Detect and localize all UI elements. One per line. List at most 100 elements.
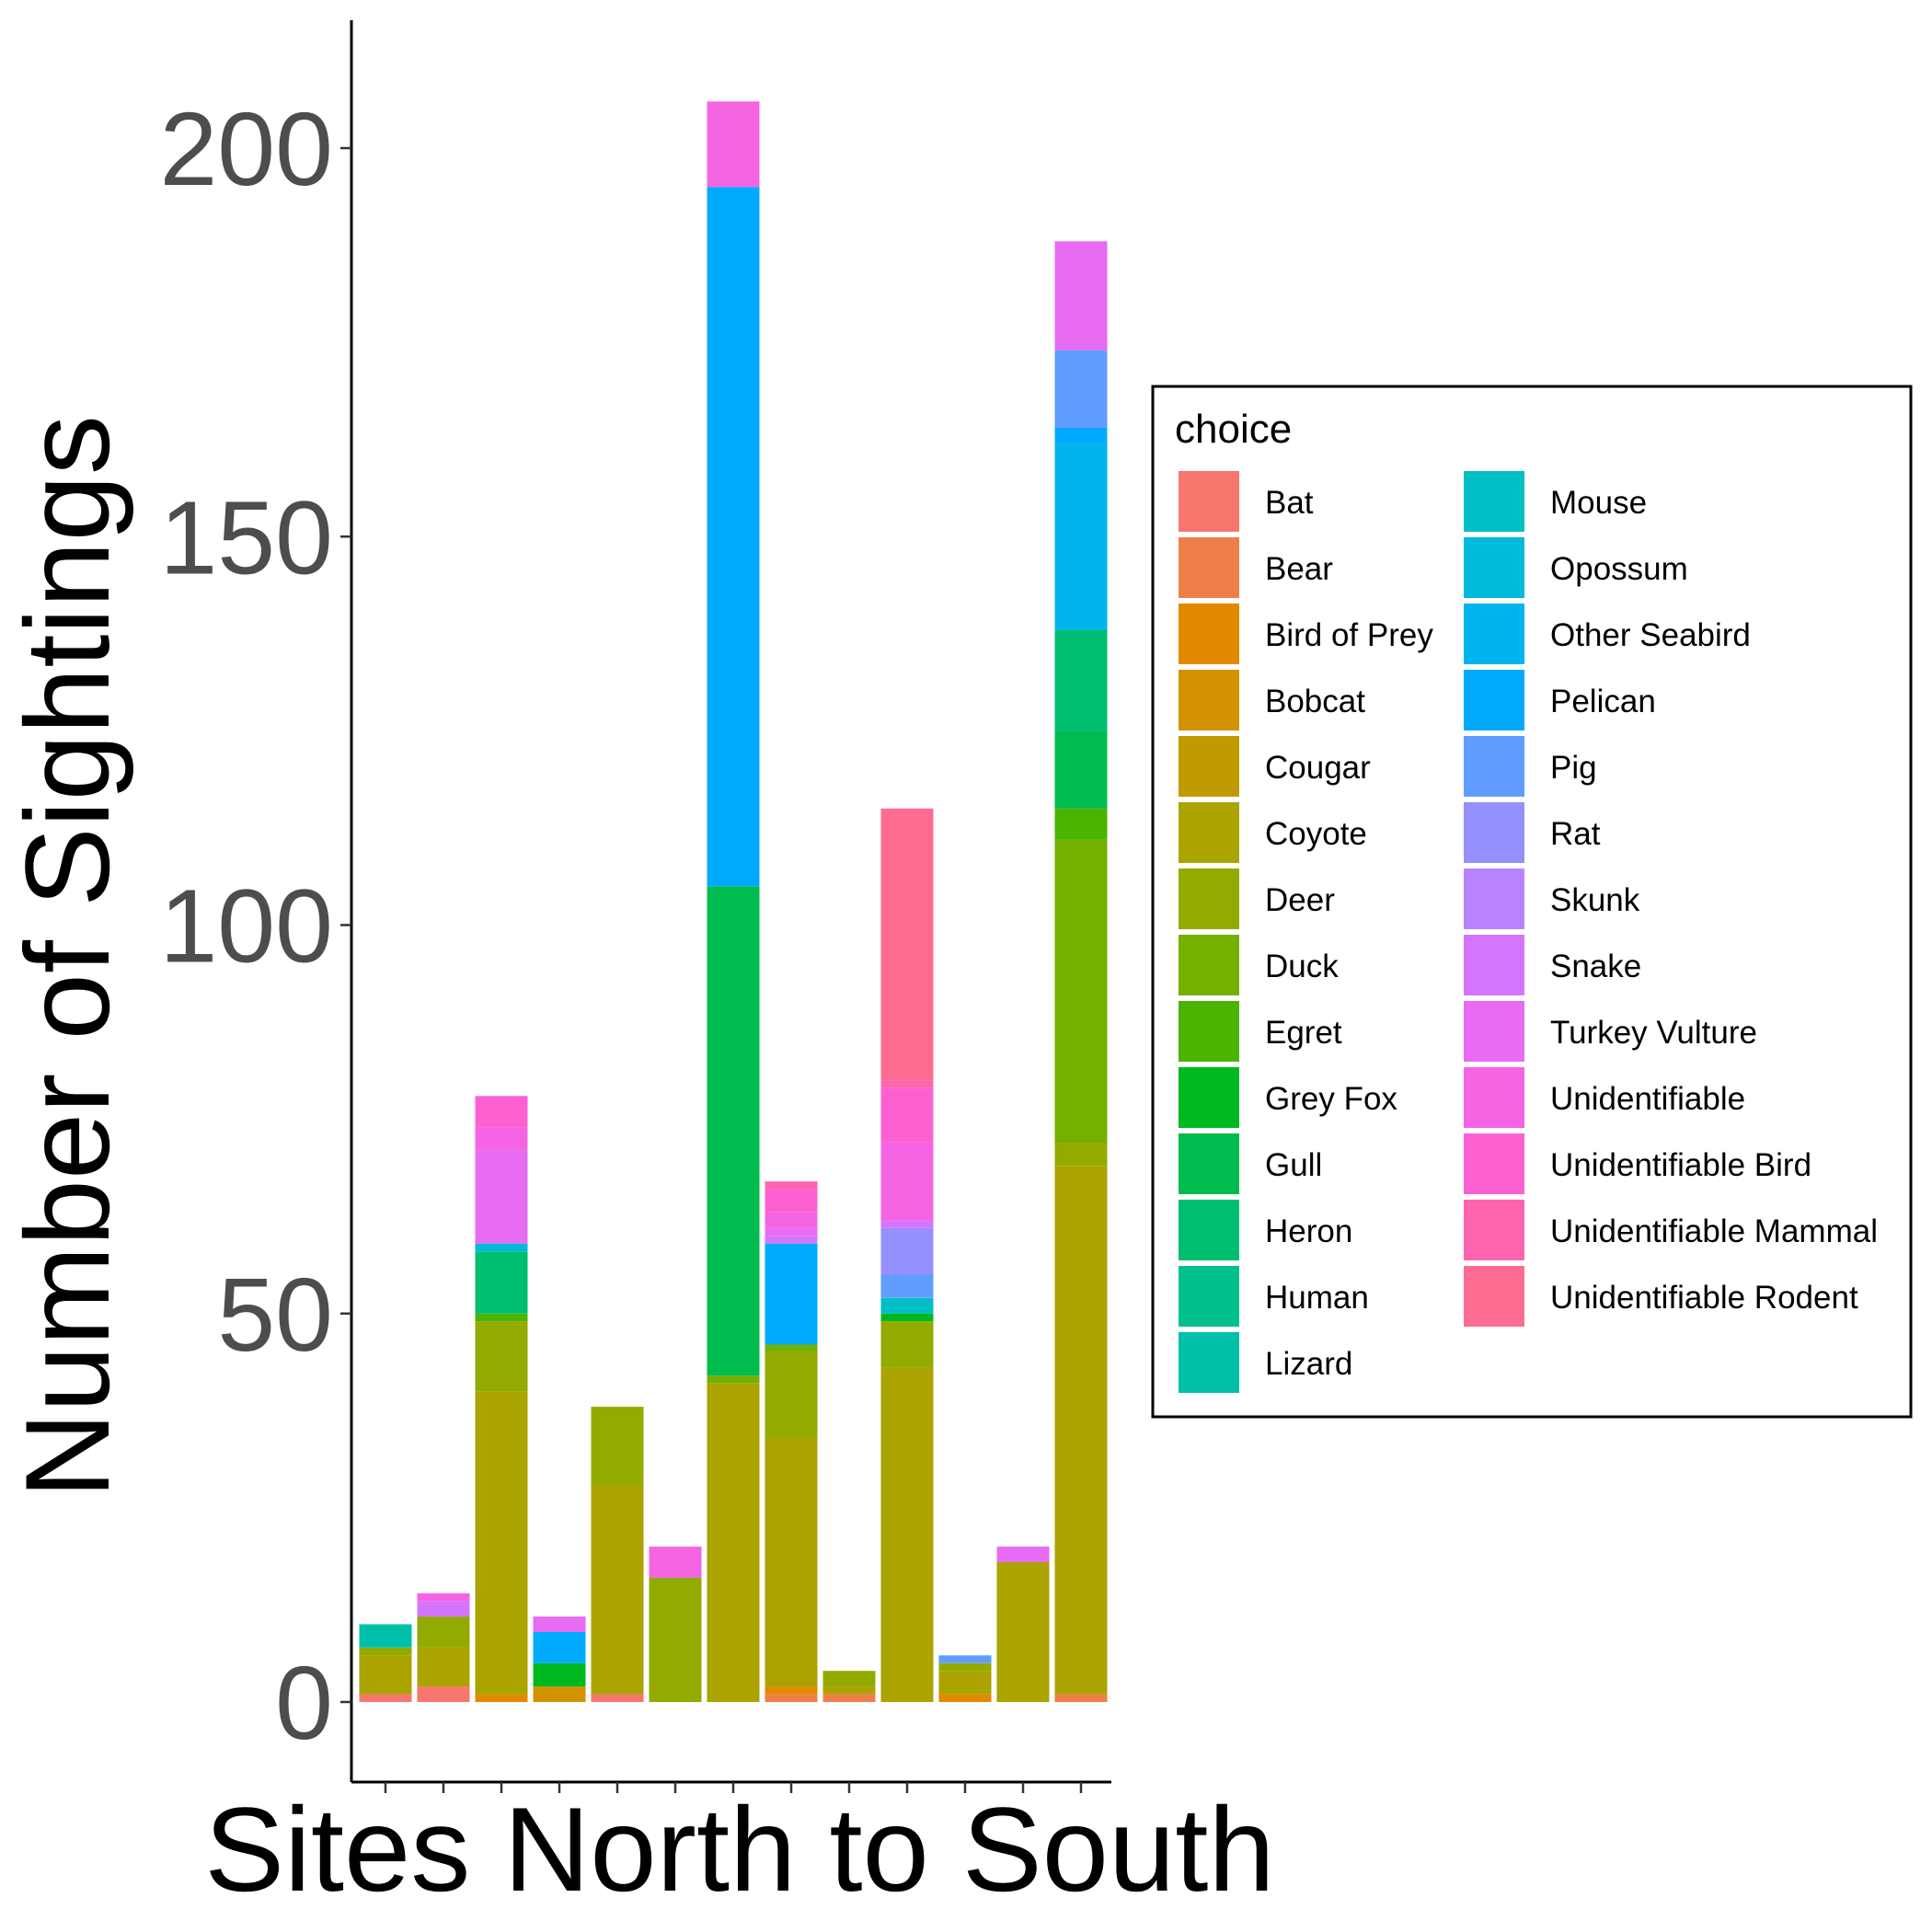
legend-item: Deer [1179, 868, 1335, 929]
legend-label: Lizard [1265, 1346, 1352, 1382]
legend-key [1179, 1001, 1239, 1062]
bar-segment-heron-site-13 [1054, 629, 1108, 731]
legend-item: Other Seabird [1464, 604, 1751, 664]
legend-key [1179, 1200, 1239, 1260]
bar-segment-heron-site-3 [475, 1251, 528, 1314]
legend-key [1464, 1067, 1524, 1128]
bar-segment-bird-of-prey-site-11 [938, 1694, 992, 1702]
bar-segment-deer-site-1 [359, 1647, 412, 1656]
legend-label: Opossum [1550, 551, 1688, 587]
bar-segment-pelican-site-4 [533, 1632, 586, 1663]
legend-key [1179, 1133, 1239, 1194]
bar-segment-egret-site-13 [1054, 808, 1108, 840]
legend-key [1179, 1067, 1239, 1128]
bar-segment-rat-site-10 [880, 1227, 934, 1275]
bar-segment-mouse-site-10 [880, 1297, 934, 1314]
legend-title: choice [1175, 407, 1292, 452]
bar-segment-coyote-site-9 [822, 1686, 876, 1695]
bar-segment-turkey-vulture-site-3 [475, 1150, 528, 1244]
legend-key [1464, 670, 1524, 730]
bar-segment-deer-site-9 [822, 1671, 876, 1687]
legend-item: Turkey Vulture [1464, 1001, 1757, 1062]
bar-segment-turkey-vulture-site-13 [1054, 241, 1108, 351]
legend-label: Gull [1265, 1147, 1322, 1183]
bar-segment-bobcat-site-4 [533, 1686, 586, 1702]
bar-segment-unidentifiable-site-10 [880, 1143, 934, 1221]
legend-key [1179, 1266, 1239, 1327]
legend-key [1464, 802, 1524, 863]
legend-label: Unidentifiable [1550, 1081, 1745, 1117]
legend-label: Turkey Vulture [1550, 1015, 1757, 1051]
bar-segment-unidentifiable-bird-site-3 [475, 1096, 528, 1128]
legend-label: Snake [1550, 949, 1641, 984]
bar-segment-bat-site-1 [359, 1694, 412, 1702]
bar-segment-duck-site-7 [707, 1375, 760, 1384]
bar-segment-coyote-site-5 [591, 1484, 644, 1695]
legend-item: Grey Fox [1179, 1067, 1397, 1128]
bar-segment-deer-site-5 [591, 1407, 644, 1485]
bar-segment-grey-fox-site-10 [880, 1313, 934, 1322]
bar-segment-bat-site-5 [591, 1694, 644, 1702]
bar-segment-turkey-vulture-site-8 [765, 1227, 818, 1236]
bar-segment-snake-site-8 [765, 1236, 818, 1244]
legend-key [1179, 935, 1239, 995]
legend-key [1464, 1001, 1524, 1062]
legend-key [1179, 1332, 1239, 1393]
legend-label: Deer [1265, 882, 1335, 918]
legend-item: Pig [1464, 736, 1597, 797]
legend-key [1179, 537, 1239, 598]
legend-label: Bat [1265, 485, 1314, 521]
legend-key [1464, 1133, 1524, 1194]
legend-label: Unidentifiable Bird [1550, 1147, 1811, 1183]
legend-label: Bird of Prey [1265, 617, 1433, 653]
legend-key [1179, 670, 1239, 730]
legend-label: Pig [1550, 750, 1597, 786]
y-axis-title: Number of Sightings [0, 415, 134, 1499]
legend-item: Cougar [1179, 736, 1371, 797]
bar-segment-deer-site-11 [938, 1662, 992, 1672]
bar-segment-deer-site-13 [1054, 1143, 1108, 1167]
legend-key [1179, 868, 1239, 929]
legend-box [1151, 385, 1913, 1419]
legend-item: Coyote [1179, 802, 1367, 863]
bar-segment-duck-site-13 [1054, 839, 1108, 1143]
legend-key [1464, 604, 1524, 664]
y-tick-label: 100 [159, 868, 333, 984]
y-tick-label: 50 [217, 1257, 333, 1373]
bar-segment-unidentifiable-site-6 [649, 1547, 702, 1578]
bar-segment-pig-site-11 [938, 1655, 992, 1663]
legend-item: Unidentifiable Bird [1464, 1133, 1811, 1194]
legend-label: Heron [1265, 1213, 1352, 1249]
legend-item: Opossum [1464, 537, 1688, 598]
legend-label: Skunk [1550, 882, 1640, 918]
bar-segment-pelican-site-7 [707, 187, 760, 887]
legend-key [1464, 868, 1524, 929]
legend-item: Egret [1179, 1001, 1342, 1062]
legend-key [1464, 736, 1524, 797]
legend-label: Mouse [1550, 485, 1647, 521]
legend-item: Duck [1179, 935, 1339, 995]
bar-segment-egret-site-3 [475, 1313, 528, 1322]
legend: choice Bat Bear Bird of Prey Bobcat Cougar Co… [1151, 385, 1913, 1419]
bar-segment-turkey-vulture-site-12 [996, 1547, 1050, 1562]
legend-item: Snake [1464, 935, 1641, 995]
bar-segment-pig-site-13 [1054, 350, 1108, 429]
legend-item: Unidentifiable Rodent [1464, 1266, 1858, 1327]
legend-key [1464, 537, 1524, 598]
bars-layer [359, 101, 1108, 1702]
bar-segment-coyote-site-12 [996, 1562, 1050, 1702]
legend-key [1464, 471, 1524, 532]
legend-item: Lizard [1179, 1332, 1352, 1393]
legend-label: Unidentifiable Rodent [1550, 1280, 1858, 1316]
bar-segment-gull-site-7 [707, 886, 760, 1376]
bar-segment-coyote-site-13 [1054, 1166, 1108, 1695]
legend-item: Bear [1179, 537, 1333, 598]
legend-item: Skunk [1464, 868, 1640, 929]
legend-key [1179, 736, 1239, 797]
y-ticks-layer: 0 50 100 150 200 [159, 91, 351, 1761]
legend-item: Heron [1179, 1200, 1352, 1260]
bar-segment-deer-site-2 [417, 1616, 470, 1648]
legend-item: Rat [1464, 802, 1601, 863]
legend-label: Other Seabird [1550, 617, 1751, 653]
